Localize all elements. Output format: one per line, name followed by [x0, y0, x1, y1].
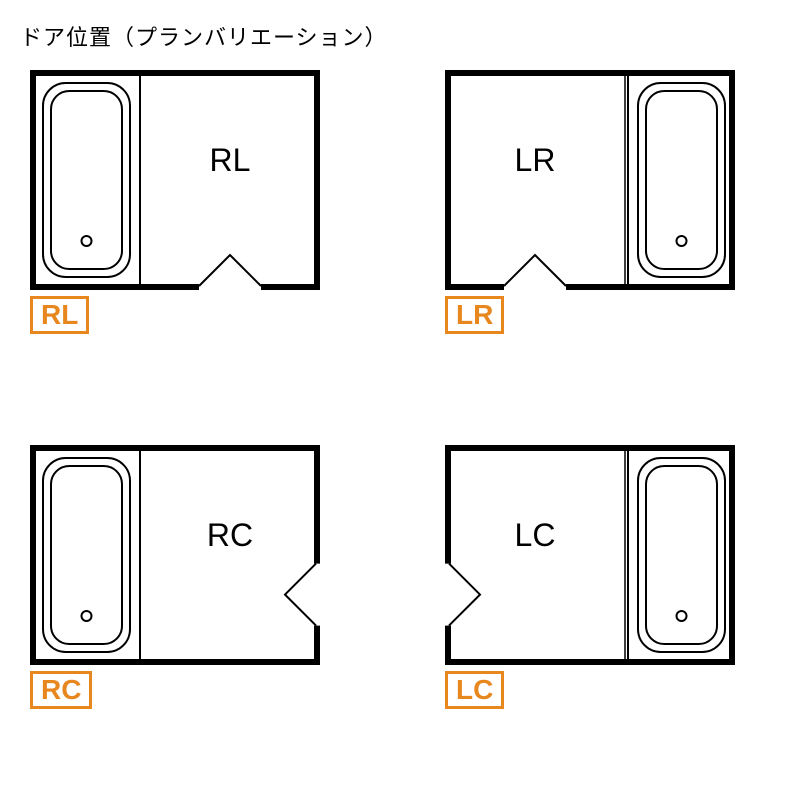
svg-text:RL: RL: [210, 142, 251, 178]
plan-badge: RL: [30, 296, 89, 334]
plan-badge: LR: [445, 296, 504, 334]
svg-text:LC: LC: [515, 517, 556, 553]
plan-badge: LC: [445, 671, 504, 709]
section-title: ドア位置（プランバリエーション）: [20, 20, 388, 52]
plan-rl: RL RL: [30, 70, 320, 340]
svg-text:LR: LR: [515, 142, 556, 178]
plan-rc: RC RC: [30, 445, 320, 715]
svg-text:RC: RC: [207, 517, 253, 553]
plan-lr: LR LR: [445, 70, 735, 340]
plan-lc: LC LC: [445, 445, 735, 715]
plan-badge: RC: [30, 671, 92, 709]
